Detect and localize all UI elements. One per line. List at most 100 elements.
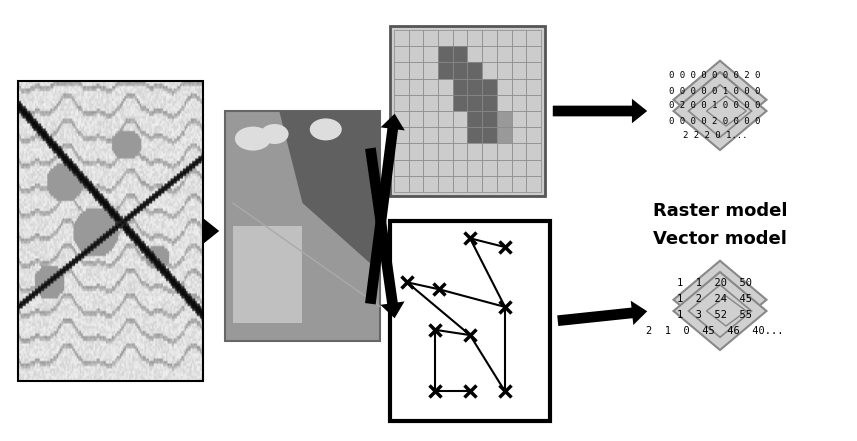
Bar	[452, 95, 468, 111]
Bar	[423, 95, 438, 111]
Text: 1  2  24  45: 1 2 24 45	[678, 294, 752, 304]
Bar	[468, 95, 482, 111]
Bar	[409, 127, 423, 143]
Text: 0 2 0 0 1 0 0 0 0: 0 2 0 0 1 0 0 0 0	[669, 101, 761, 111]
Bar	[394, 78, 409, 95]
Bar	[482, 95, 497, 111]
Bar	[452, 30, 468, 46]
Bar	[497, 78, 512, 95]
Bar	[452, 78, 468, 95]
Bar	[482, 30, 497, 46]
Text: Raster model: Raster model	[653, 202, 788, 220]
Bar	[423, 143, 438, 160]
Bar	[512, 143, 526, 160]
Bar	[482, 160, 497, 176]
Bar	[423, 127, 438, 143]
Bar	[497, 111, 512, 127]
Bar	[526, 78, 541, 95]
Bar	[409, 176, 423, 192]
Bar	[512, 46, 526, 62]
Bar	[423, 62, 438, 78]
Bar	[482, 143, 497, 160]
Bar	[497, 30, 512, 46]
Bar	[526, 111, 541, 127]
Bar	[225, 111, 380, 341]
Polygon shape	[674, 261, 766, 339]
Bar	[394, 46, 409, 62]
Bar	[452, 127, 468, 143]
Bar	[497, 176, 512, 192]
Bar	[409, 111, 423, 127]
Bar	[438, 30, 452, 46]
Bar	[482, 176, 497, 192]
Bar	[526, 176, 541, 192]
Bar	[394, 111, 409, 127]
Bar	[512, 127, 526, 143]
Bar	[18, 81, 203, 381]
Bar	[526, 62, 541, 78]
Bar	[438, 95, 452, 111]
Bar	[468, 46, 482, 62]
Bar	[512, 78, 526, 95]
Bar	[423, 176, 438, 192]
Bar	[438, 111, 452, 127]
Bar	[394, 176, 409, 192]
Bar	[512, 111, 526, 127]
Text: 0 0 0 0 2 0 0 0 0: 0 0 0 0 2 0 0 0 0	[669, 116, 761, 126]
Bar	[409, 160, 423, 176]
Bar	[468, 160, 482, 176]
Bar	[497, 127, 512, 143]
Bar	[394, 160, 409, 176]
Bar	[452, 46, 468, 62]
Polygon shape	[279, 111, 380, 272]
Bar	[423, 160, 438, 176]
Bar	[468, 111, 482, 127]
Bar	[423, 111, 438, 127]
Bar	[438, 143, 452, 160]
Bar	[468, 78, 482, 95]
Bar	[497, 62, 512, 78]
Bar	[526, 95, 541, 111]
Bar	[423, 30, 438, 46]
Bar	[482, 127, 497, 143]
Bar	[526, 143, 541, 160]
Ellipse shape	[235, 127, 271, 150]
Bar	[423, 78, 438, 95]
Polygon shape	[674, 72, 766, 150]
Bar	[394, 95, 409, 111]
Bar	[452, 62, 468, 78]
Text: 1  3  52  55: 1 3 52 55	[678, 310, 752, 320]
Bar	[438, 46, 452, 62]
Bar	[482, 62, 497, 78]
Bar	[512, 62, 526, 78]
Polygon shape	[674, 61, 766, 139]
Bar	[409, 78, 423, 95]
Bar	[497, 95, 512, 111]
Bar	[468, 127, 482, 143]
Bar	[468, 143, 482, 160]
Text: 0 0 0 0 0 0 0 2 0: 0 0 0 0 0 0 0 2 0	[669, 71, 761, 81]
Bar	[423, 46, 438, 62]
Bar	[482, 111, 497, 127]
Bar	[438, 127, 452, 143]
Bar	[468, 62, 482, 78]
Ellipse shape	[261, 124, 289, 144]
Bar	[409, 30, 423, 46]
Bar	[394, 143, 409, 160]
Bar	[438, 160, 452, 176]
Bar	[512, 95, 526, 111]
Bar	[526, 46, 541, 62]
Bar	[409, 46, 423, 62]
Bar	[512, 30, 526, 46]
Bar	[452, 143, 468, 160]
Text: 1  1  20  50: 1 1 20 50	[678, 278, 752, 288]
Bar	[468, 30, 482, 46]
Bar	[482, 46, 497, 62]
Bar	[390, 221, 550, 421]
Bar	[497, 46, 512, 62]
Bar	[233, 226, 303, 323]
Bar	[526, 127, 541, 143]
Bar	[497, 160, 512, 176]
Text: 2  1  0  45  46  40...: 2 1 0 45 46 40...	[646, 326, 784, 336]
Text: Vector model: Vector model	[653, 230, 787, 248]
